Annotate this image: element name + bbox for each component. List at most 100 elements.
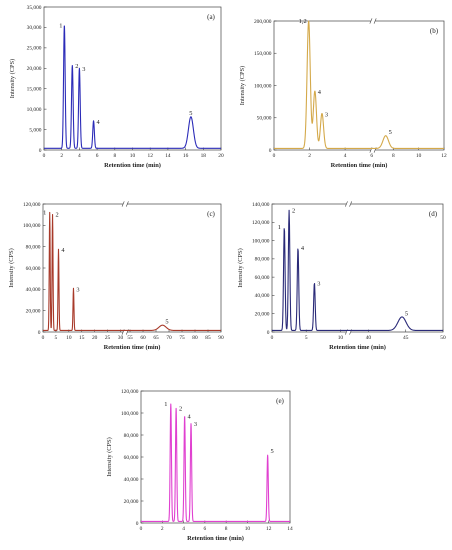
panel-label: (e) bbox=[276, 397, 284, 405]
y-tick-label: 120,000 bbox=[23, 202, 41, 208]
x-tick-label: 4 bbox=[182, 526, 185, 532]
chart-panel-a: 0 5,000 10,000 15,000 20,000 25,000 30,000 35,0… bbox=[9, 5, 224, 169]
x-tick-label: 12 bbox=[148, 153, 154, 159]
axis-break-mark bbox=[369, 18, 373, 24]
peak-label: 4 bbox=[301, 245, 305, 252]
x-tick-label: 5 bbox=[305, 335, 308, 341]
x-tick-label: 14 bbox=[165, 153, 171, 159]
x-axis-title: Retention time (min) bbox=[104, 344, 161, 351]
x-tick-label: 10 bbox=[245, 526, 251, 532]
x-tick-label: 0 bbox=[42, 335, 45, 341]
chromatogram-trace bbox=[140, 403, 291, 522]
y-tick-label: 80,000 bbox=[26, 244, 41, 250]
chart-panel-d: 0 20,000 40,000 60,000 80,000 100,000 120,000 1… bbox=[237, 201, 446, 351]
x-tick-label: 10 bbox=[416, 153, 422, 159]
peak-label: 1 bbox=[43, 210, 46, 217]
x-tick-label: 2 bbox=[308, 153, 311, 159]
y-tick-label: 0 bbox=[38, 330, 41, 336]
x-tick-label: 70 bbox=[166, 335, 172, 341]
x-axis-title: Retention time (min) bbox=[329, 344, 386, 351]
x-tick-label: 10 bbox=[66, 335, 72, 341]
axis-break-gap bbox=[123, 201, 128, 207]
axis-break-gap bbox=[346, 201, 351, 207]
x-tick-label: 12 bbox=[441, 153, 447, 159]
x-tick-label: 90 bbox=[218, 335, 224, 341]
y-axis-title: Intensity (CPS) bbox=[239, 66, 246, 106]
x-tick-label: 85 bbox=[205, 335, 211, 341]
x-tick-label: 75 bbox=[179, 335, 185, 341]
x-tick-label: 15 bbox=[79, 335, 85, 341]
y-tick-label: 100,000 bbox=[252, 238, 270, 244]
y-tick-label: 60,000 bbox=[124, 455, 139, 461]
plot-frame bbox=[271, 203, 444, 333]
y-tick-label: 30,000 bbox=[27, 25, 42, 31]
x-tick-label: 65 bbox=[153, 335, 159, 341]
peak-label: 2 bbox=[292, 207, 295, 214]
y-tick-label: 40,000 bbox=[26, 287, 41, 293]
chart-panel-b: 0 50,000 100,000 150,000 200,000 0 2 4 6 8 10 12 1,2… bbox=[239, 18, 447, 169]
peak-label: 4 bbox=[188, 413, 192, 420]
x-tick-label: 0 bbox=[43, 153, 46, 159]
peak-label: 4 bbox=[318, 89, 322, 96]
y-tick-label: 0 bbox=[269, 148, 272, 154]
y-axis-title: Intensity (CPS) bbox=[237, 248, 244, 288]
x-tick-label: 0 bbox=[140, 526, 143, 532]
y-tick-label: 25,000 bbox=[27, 46, 42, 52]
x-tick-label: 80 bbox=[192, 335, 198, 341]
y-tick-label: 80,000 bbox=[255, 257, 270, 263]
y-tick-label: 10,000 bbox=[27, 107, 42, 113]
y-tick-label: 150,000 bbox=[254, 51, 272, 57]
peak-label: 5 bbox=[189, 110, 192, 117]
peak-label: 1 bbox=[278, 224, 281, 231]
chromatogram-trace bbox=[42, 211, 222, 332]
y-tick-label: 35,000 bbox=[27, 5, 42, 11]
peak-label: 5 bbox=[165, 319, 168, 326]
x-tick-label: 20 bbox=[92, 335, 98, 341]
y-tick-label: 20,000 bbox=[26, 308, 41, 314]
x-tick-label: 25 bbox=[105, 335, 111, 341]
y-tick-label: 20,000 bbox=[124, 499, 139, 505]
y-tick-label: 100,000 bbox=[254, 83, 272, 89]
x-tick-label: 30 bbox=[118, 335, 124, 341]
x-tick-label: 4 bbox=[344, 153, 347, 159]
x-tick-label: 50 bbox=[440, 335, 446, 341]
y-tick-label: 60,000 bbox=[26, 266, 41, 272]
x-tick-label: 16 bbox=[183, 153, 189, 159]
x-tick-label: 8 bbox=[113, 153, 116, 159]
x-tick-label: 12 bbox=[266, 526, 272, 532]
peak-label: 2 bbox=[179, 406, 182, 413]
y-tick-label: 50,000 bbox=[257, 116, 272, 122]
y-tick-label: 20,000 bbox=[255, 312, 270, 318]
x-tick-label: 60 bbox=[140, 335, 146, 341]
x-tick-label: 0 bbox=[273, 153, 276, 159]
axis-break-mark bbox=[121, 201, 125, 207]
x-tick-label: 40 bbox=[366, 335, 372, 341]
x-tick-label: 45 bbox=[403, 335, 409, 341]
peak-label: 4 bbox=[61, 247, 65, 254]
chart-panel-e: 0 20,000 40,000 60,000 80,000 100,000 120,000 0… bbox=[106, 389, 293, 542]
x-tick-label: 6 bbox=[370, 153, 373, 159]
axis-break-mark bbox=[345, 201, 348, 207]
x-tick-label: 6 bbox=[204, 526, 207, 532]
chromatogram-trace bbox=[273, 20, 445, 149]
peak-label: 2 bbox=[75, 63, 78, 70]
y-tick-label: 40,000 bbox=[124, 477, 139, 483]
peak-label: 3 bbox=[82, 66, 85, 73]
peak-label: 3 bbox=[325, 112, 328, 119]
x-tick-label: 2 bbox=[161, 526, 164, 532]
x-tick-label: 6 bbox=[96, 153, 99, 159]
plot-frame bbox=[273, 20, 445, 151]
y-tick-label: 15,000 bbox=[27, 87, 42, 93]
y-axis-title: Intensity (CPS) bbox=[9, 59, 16, 99]
y-tick-label: 5,000 bbox=[29, 127, 41, 133]
axis-break-mark bbox=[373, 18, 377, 24]
peak-label: 1 bbox=[164, 401, 167, 408]
peak-label: 3 bbox=[76, 286, 79, 293]
x-tick-label: 10 bbox=[130, 153, 136, 159]
peak-label: 3 bbox=[317, 281, 320, 288]
y-tick-label: 140,000 bbox=[252, 202, 270, 208]
y-axis-title: Intensity (CPS) bbox=[8, 248, 15, 288]
x-tick-label: 14 bbox=[287, 526, 293, 532]
y-axis-title: Intensity (CPS) bbox=[106, 437, 113, 477]
